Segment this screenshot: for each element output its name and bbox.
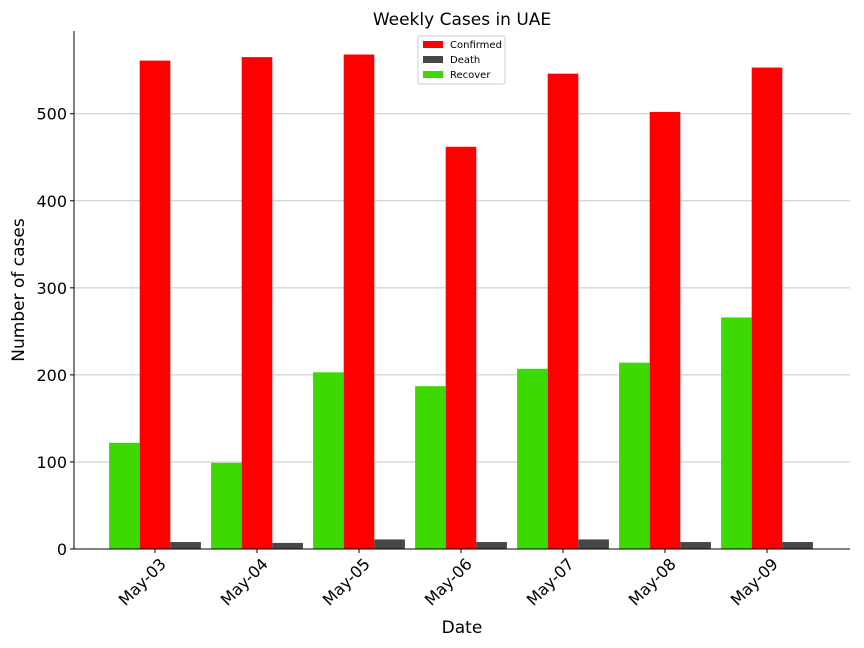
bar-recover-may-05 bbox=[313, 372, 344, 549]
x-tick-label: May-08 bbox=[625, 554, 680, 609]
bar-recover-may-06 bbox=[415, 386, 446, 549]
legend-swatch-confirmed bbox=[423, 41, 443, 48]
bar-death-may-09 bbox=[782, 542, 813, 549]
bars bbox=[109, 54, 813, 550]
bar-death-may-05 bbox=[374, 539, 405, 549]
bar-death-may-07 bbox=[578, 539, 609, 549]
y-tick-label: 300 bbox=[36, 279, 67, 298]
chart-title: Weekly Cases in UAE bbox=[373, 10, 551, 30]
legend-label-death: Death bbox=[450, 55, 480, 66]
bar-recover-may-09 bbox=[721, 317, 752, 549]
x-tick-label: May-06 bbox=[421, 554, 476, 609]
x-ticks: May-03 May-04 May-05 May-06 May-07 May-08 May-… bbox=[115, 549, 782, 610]
bar-death-may-06 bbox=[476, 542, 507, 549]
y-tick-label: 500 bbox=[36, 105, 67, 124]
bar-recover-may-07 bbox=[517, 368, 548, 549]
bar-confirmed-may-09 bbox=[751, 67, 783, 549]
bar-confirmed-may-06 bbox=[445, 146, 477, 550]
bar-recover-may-03 bbox=[109, 442, 140, 549]
y-tick-label: 100 bbox=[36, 453, 67, 472]
x-tick-label: May-05 bbox=[319, 554, 374, 609]
bar-recover-may-04 bbox=[211, 462, 242, 549]
bar-death-may-04 bbox=[272, 542, 303, 549]
bar-confirmed-may-05 bbox=[343, 54, 375, 549]
bar-confirmed-may-04 bbox=[241, 57, 273, 550]
bar-confirmed-may-03 bbox=[139, 60, 171, 549]
x-tick-label: May-03 bbox=[115, 554, 170, 609]
legend-swatch-death bbox=[423, 56, 443, 63]
legend-label-confirmed: Confirmed bbox=[450, 40, 502, 51]
x-tick-label: May-09 bbox=[727, 554, 782, 609]
y-axis-title: Number of cases bbox=[9, 218, 29, 362]
y-tick-label: 400 bbox=[36, 192, 67, 211]
bar-confirmed-may-08 bbox=[649, 111, 681, 550]
bar-death-may-08 bbox=[680, 542, 711, 549]
x-tick-label: May-07 bbox=[523, 554, 578, 609]
legend-label-recover: Recover bbox=[450, 70, 491, 81]
x-tick-label: May-04 bbox=[217, 554, 272, 609]
bar-death-may-03 bbox=[170, 542, 201, 549]
x-axis-title: Date bbox=[442, 618, 483, 638]
y-tick-label: 0 bbox=[57, 540, 67, 559]
y-ticks: 0 100 200 300 400 500 bbox=[36, 105, 74, 559]
axes bbox=[73, 31, 850, 550]
bar-recover-may-08 bbox=[619, 362, 650, 549]
legend-swatch-recover bbox=[423, 71, 443, 78]
legend: Confirmed Death Recover bbox=[417, 35, 506, 85]
bar-confirmed-may-07 bbox=[547, 73, 579, 549]
y-tick-label: 200 bbox=[36, 366, 67, 385]
